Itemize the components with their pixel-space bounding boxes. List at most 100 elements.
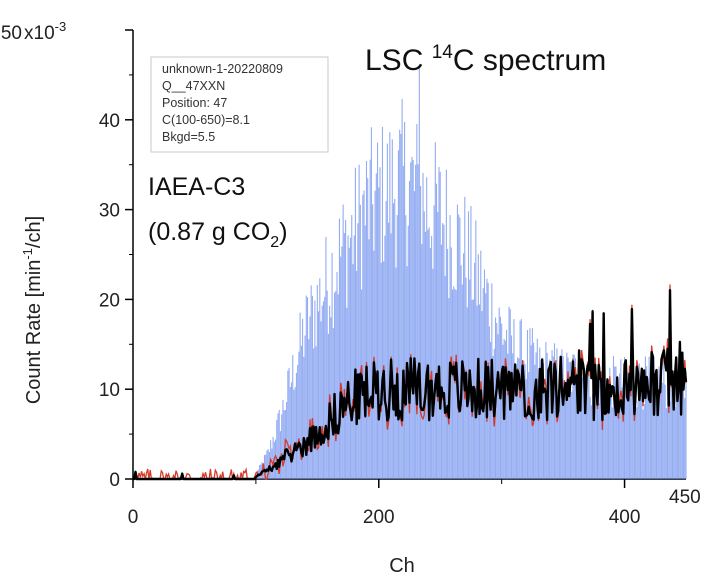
sample-bar <box>411 156 413 479</box>
sample-bar <box>364 225 366 479</box>
sample-bar <box>599 365 601 479</box>
sample-bar <box>576 390 578 479</box>
sample-bar <box>384 235 386 479</box>
sample-bar <box>572 354 574 479</box>
chart-title-superscript: 14 <box>432 42 454 63</box>
y-axis-multiplier-exponent: -3 <box>55 19 67 34</box>
sample-bar <box>512 353 514 479</box>
sample-bar <box>669 401 671 479</box>
sample-bar <box>315 346 317 479</box>
sample-bar <box>631 371 633 479</box>
sample-bar <box>659 390 661 479</box>
sample-bar <box>401 98 403 479</box>
sample-bar <box>342 204 344 479</box>
x-axis-ticks: 0 200 400 <box>128 479 641 528</box>
sample-bar <box>596 377 599 479</box>
sample-bar <box>394 198 396 479</box>
sample-bar <box>289 387 291 479</box>
sample-bar <box>275 439 277 479</box>
sample-bar <box>668 403 670 479</box>
sample-bar <box>555 369 557 479</box>
y-tick-label: 40 <box>99 111 120 132</box>
sample-bar <box>584 402 586 479</box>
sample-bar <box>454 288 456 479</box>
sample-bar <box>562 356 564 479</box>
sample-bar <box>396 215 398 480</box>
sample-bar <box>451 289 454 479</box>
sample-bar <box>657 402 659 479</box>
sample-bar <box>571 391 573 479</box>
sample-bar <box>324 296 326 479</box>
sample-bar <box>380 262 382 479</box>
sample-bar <box>608 379 610 479</box>
sample-bar <box>506 329 508 479</box>
sample-bar <box>604 392 606 479</box>
sample-bar <box>335 291 337 479</box>
sample-bar <box>385 201 387 480</box>
sample-bar <box>369 159 371 479</box>
sample-bar <box>400 133 402 480</box>
sample-bar <box>410 162 412 479</box>
sample-bar <box>519 320 521 479</box>
sample-bar <box>316 285 318 479</box>
sample-bar <box>600 386 602 479</box>
sample-bar <box>673 385 675 479</box>
sample-bar <box>522 386 524 479</box>
sample-bar <box>566 352 568 479</box>
sample-bar <box>426 177 428 479</box>
sample-bar <box>610 386 612 479</box>
sample-bar <box>348 247 350 479</box>
chart-title: LSC 14C spectrum <box>365 42 606 77</box>
sample-bar <box>353 235 355 479</box>
y-tick-label: 0 <box>109 470 120 491</box>
y-tick-label: 30 <box>99 201 120 222</box>
sample-bar <box>434 142 436 479</box>
x-tick-label: 400 <box>609 507 641 528</box>
sample-bar <box>428 227 430 479</box>
sample-bar <box>433 205 435 480</box>
sample-bar <box>271 448 273 479</box>
sample-bar <box>359 204 361 479</box>
sample-bar <box>447 248 449 479</box>
y-tick-label: 20 <box>99 290 120 311</box>
sample-bar <box>395 267 397 479</box>
sample-bar <box>551 350 553 479</box>
x-tick-label: 200 <box>363 507 395 528</box>
sample-bar <box>540 359 542 479</box>
sample-bar <box>432 268 434 479</box>
sample-bar <box>652 364 654 479</box>
sample-bar <box>497 334 499 479</box>
sample-bar <box>615 366 617 479</box>
sample-bar <box>550 382 552 479</box>
sample-bar <box>630 382 632 479</box>
info-box-line: Position: 47 <box>162 96 227 110</box>
sample-bar <box>654 374 656 479</box>
sample-bar <box>338 218 341 479</box>
sample-bar <box>627 372 629 479</box>
sample-bar <box>639 382 642 479</box>
sample-bar <box>345 219 347 479</box>
sample-bar <box>568 362 570 479</box>
sample-bar <box>557 390 559 479</box>
sample-bar <box>589 396 591 479</box>
sample-bar <box>293 389 295 479</box>
sample-bar <box>416 124 418 480</box>
sample-bar <box>341 246 343 479</box>
sample-bar <box>352 264 354 479</box>
sample-bar <box>302 318 304 479</box>
sample-bar <box>653 356 655 479</box>
sample-bar <box>337 294 339 479</box>
sample-bar <box>440 244 443 479</box>
sample-bar <box>424 231 427 479</box>
sample-bar <box>429 248 431 479</box>
sample-bar <box>297 364 299 479</box>
sample-bar <box>365 160 368 479</box>
sample-bar <box>455 290 457 479</box>
sample-bar <box>368 239 370 479</box>
sample-bar <box>303 356 305 479</box>
sample-bar <box>310 285 312 479</box>
sample-bar <box>336 271 338 479</box>
sample-bar <box>542 363 544 479</box>
sample-bar <box>343 233 345 479</box>
sample-bar <box>288 367 290 479</box>
